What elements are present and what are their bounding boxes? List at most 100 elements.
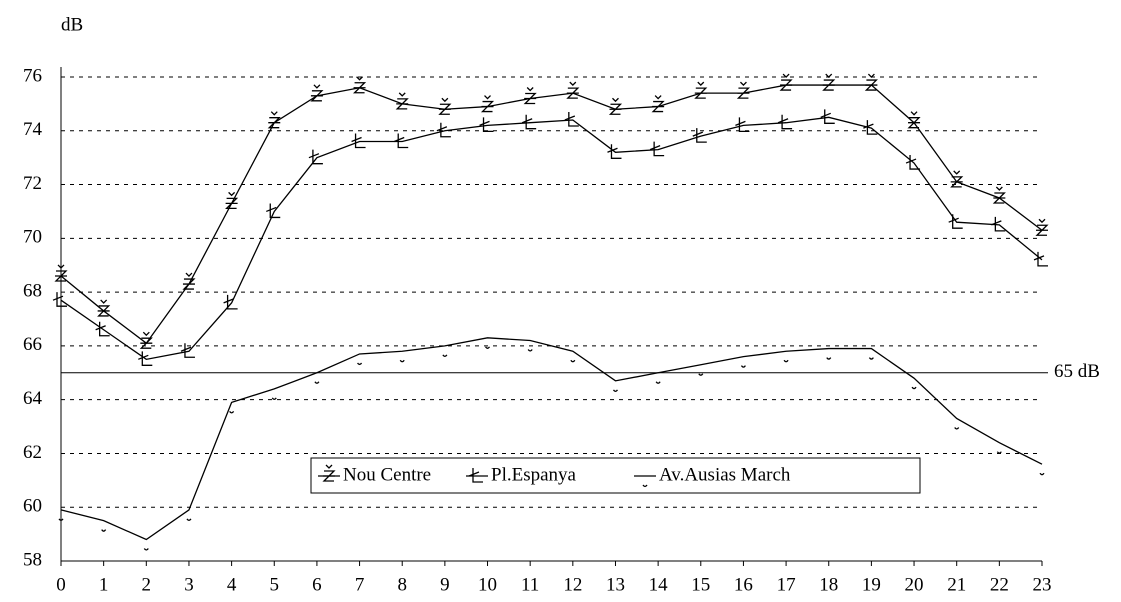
series-line (60, 337, 1043, 541)
marker (101, 529, 107, 532)
marker (736, 81, 751, 99)
marker (225, 191, 239, 210)
y-tick-label: 74 (23, 119, 43, 140)
marker (1033, 251, 1048, 267)
marker (996, 451, 1002, 454)
marker (779, 73, 793, 91)
legend-marker (322, 464, 336, 482)
y-tick-label: 60 (23, 496, 42, 517)
x-tick-label: 23 (1033, 574, 1052, 595)
marker (1035, 218, 1049, 236)
marker (905, 155, 921, 170)
x-tick-label: 11 (521, 574, 539, 595)
x-tick-label: 14 (649, 574, 669, 595)
legend-marker (468, 468, 483, 483)
x-tick-label: 4 (227, 574, 237, 595)
marker (352, 76, 367, 94)
marker (351, 133, 366, 149)
marker (271, 397, 277, 401)
marker (484, 346, 491, 349)
x-tick-label: 21 (947, 574, 966, 595)
marker (480, 95, 495, 113)
marker (314, 381, 320, 384)
y-tick-label: 66 (23, 334, 42, 355)
y-tick-label: 70 (23, 227, 42, 248)
marker (186, 518, 192, 522)
legend-label: Pl.Espanya (491, 464, 577, 485)
marker (223, 294, 238, 310)
marker (820, 109, 835, 124)
series-line (60, 116, 1043, 361)
marker (992, 186, 1006, 204)
y-tick-label: 72 (23, 173, 42, 194)
marker (1039, 472, 1045, 476)
marker (52, 292, 67, 307)
x-tick-label: 1 (99, 574, 109, 595)
x-tick-label: 20 (905, 574, 924, 595)
marker (564, 112, 579, 127)
marker (692, 128, 707, 143)
legend-box (310, 457, 921, 494)
x-tick-label: 2 (142, 574, 152, 595)
x-tick-label: 0 (56, 574, 66, 595)
y-tick-label: 62 (23, 442, 42, 463)
marker (612, 389, 619, 392)
x-tick-label: 22 (990, 574, 1009, 595)
x-tick-label: 15 (691, 574, 710, 595)
marker (608, 97, 623, 115)
marker (651, 95, 665, 113)
marker (143, 548, 149, 551)
marker (907, 111, 921, 129)
x-tick-label: 7 (355, 574, 365, 595)
marker (479, 117, 494, 133)
marker (527, 349, 533, 352)
y-tick-label: 76 (23, 65, 42, 86)
marker (570, 359, 576, 363)
marker (266, 203, 281, 219)
y-tick-label: 68 (23, 280, 42, 301)
marker (950, 170, 964, 188)
marker (783, 359, 789, 363)
marker (826, 357, 832, 360)
x-tick-label: 18 (819, 574, 838, 595)
marker (97, 299, 111, 317)
marker (740, 365, 746, 368)
marker (357, 362, 363, 366)
x-tick-label: 10 (478, 574, 497, 595)
y-axis-label: dB (61, 14, 83, 35)
marker (735, 117, 750, 133)
reference-label: 65 dB (1054, 361, 1100, 382)
marker (523, 87, 537, 105)
marker (180, 343, 195, 358)
marker (229, 410, 235, 414)
marker (399, 359, 405, 363)
legend-label: Nou Centre (343, 464, 431, 485)
marker (393, 133, 409, 149)
marker (58, 518, 64, 522)
marker (911, 386, 917, 390)
marker (868, 357, 874, 360)
marker (694, 81, 708, 99)
marker (521, 114, 537, 130)
marker (438, 97, 452, 115)
x-tick-label: 12 (563, 574, 582, 595)
x-tick-label: 3 (184, 574, 194, 595)
marker (310, 84, 324, 102)
marker (655, 381, 661, 384)
marker (991, 216, 1006, 232)
marker (777, 114, 793, 130)
marker (607, 144, 622, 159)
x-tick-label: 16 (734, 574, 753, 595)
y-tick-label: 58 (23, 549, 42, 570)
marker (182, 272, 196, 290)
marker (864, 73, 878, 91)
legend-label: Av.Ausias March (659, 464, 791, 485)
marker (566, 81, 580, 99)
legend-marker (642, 484, 648, 488)
marker (139, 331, 153, 349)
x-tick-label: 5 (270, 574, 280, 595)
marker (863, 120, 878, 135)
marker (442, 354, 448, 358)
marker (954, 427, 960, 430)
marker (649, 141, 665, 157)
